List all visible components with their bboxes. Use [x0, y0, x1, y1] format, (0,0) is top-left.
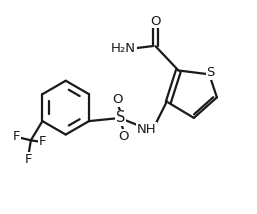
Text: F: F	[25, 153, 32, 166]
Text: O: O	[113, 93, 123, 106]
Text: H₂N: H₂N	[111, 42, 136, 55]
Text: O: O	[119, 130, 129, 143]
Text: S: S	[206, 66, 215, 79]
Text: F: F	[39, 135, 46, 148]
Text: F: F	[13, 130, 21, 143]
Text: O: O	[150, 15, 161, 28]
Text: NH: NH	[137, 123, 156, 136]
Text: S: S	[116, 110, 125, 125]
